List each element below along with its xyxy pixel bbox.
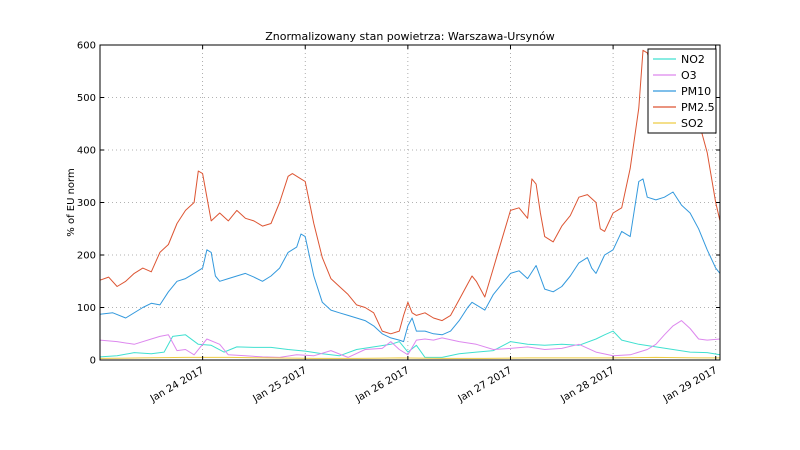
- y-tick-label: 100: [77, 303, 96, 314]
- y-tick-label: 600: [77, 41, 96, 52]
- y-tick-label: 0: [90, 356, 96, 367]
- legend-label: PM2.5: [681, 101, 715, 114]
- y-axis-label: % of EU norm: [66, 168, 77, 236]
- legend-label: NO2: [681, 53, 705, 66]
- chart-title: Znormalizowany stan powietrza: Warszawa-…: [265, 30, 555, 43]
- legend-label: PM10: [681, 85, 711, 98]
- y-tick-label: 300: [77, 198, 96, 209]
- series-line-no2: [99, 330, 721, 358]
- series-lines: [99, 49, 721, 359]
- legend: NO2 O3 PM10 PM2.5 SO2: [647, 48, 717, 134]
- series-line-pm10: [99, 178, 721, 343]
- legend-label: SO2: [681, 117, 704, 130]
- y-tick-label: 400: [77, 146, 96, 157]
- series-line-pm25: [99, 49, 721, 335]
- legend-label: O3: [681, 69, 697, 82]
- y-tick-label: 200: [77, 251, 96, 262]
- series-line-so2: [99, 356, 720, 359]
- y-tick-label: 500: [77, 93, 96, 104]
- series-line-o3: [99, 320, 721, 358]
